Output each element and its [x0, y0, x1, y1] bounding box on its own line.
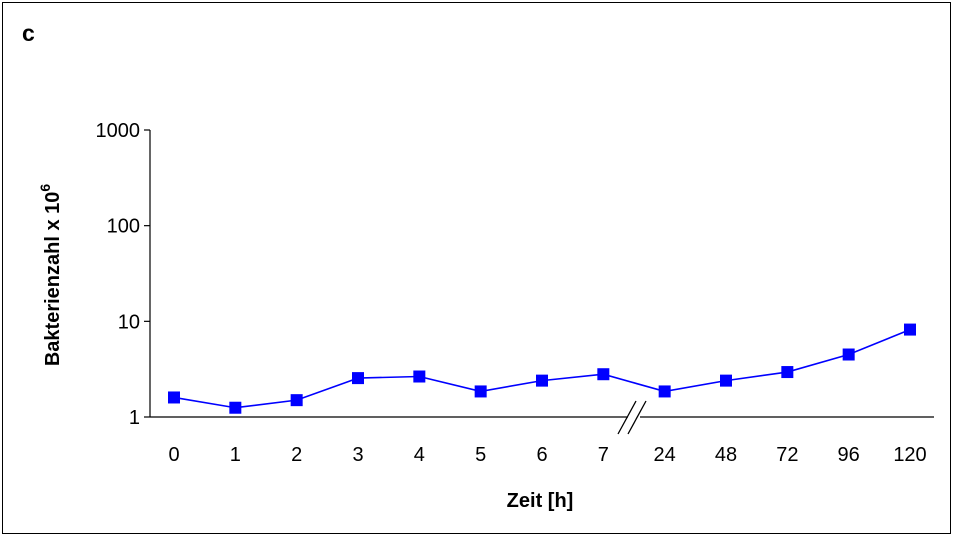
x-tick-label: 120 [893, 444, 926, 466]
x-axis: 0 1 2 3 4 5 6 7 24 48 72 96 120 [150, 400, 934, 466]
y-axis-label: Bakterienzahl x 106 [37, 184, 64, 367]
y-tick-label: 10 [118, 311, 140, 333]
y-axis-label-exponent: 6 [37, 184, 53, 192]
data-point-marker [413, 370, 426, 383]
data-point-marker [536, 374, 548, 387]
axis-break-mark [627, 400, 647, 435]
x-tick-label: 72 [776, 444, 798, 466]
data-point-marker [720, 374, 732, 387]
panel-label: c [22, 20, 35, 46]
x-tick-label: 96 [838, 444, 860, 466]
y-axis-label-main: Bakterienzahl x 10 [42, 192, 64, 367]
series-group [168, 323, 916, 414]
data-point-marker [168, 391, 180, 404]
data-point-marker [842, 348, 855, 361]
x-tick-label: 1 [230, 444, 241, 466]
x-tick-label: 4 [414, 444, 425, 466]
data-point-marker [474, 385, 487, 398]
x-tick-label: 5 [475, 444, 486, 466]
x-tick-label: 0 [168, 444, 179, 466]
x-tick-label: 3 [352, 444, 363, 466]
data-point-marker [781, 366, 794, 379]
series-line [173, 328, 911, 409]
axis-break-mark [617, 400, 637, 435]
data-point-marker [290, 394, 303, 407]
y-tick-label: 1000 [96, 120, 141, 142]
data-point-marker [658, 385, 671, 398]
x-tick-label: 48 [715, 444, 737, 466]
y-axis: 1 10 100 1000 [96, 120, 151, 429]
data-point-marker [597, 368, 610, 381]
data-point-marker [904, 323, 916, 336]
y-tick-label: 1 [129, 407, 140, 429]
y-tick-label: 100 [107, 216, 140, 238]
x-axis-label: Zeit [h] [507, 490, 574, 512]
x-tick-label: 6 [536, 444, 547, 466]
x-tick-label: 2 [291, 444, 302, 466]
data-point-marker [229, 401, 242, 414]
data-point-marker [352, 372, 364, 385]
x-tick-label: 7 [598, 444, 609, 466]
x-tick-label: 24 [654, 444, 676, 466]
